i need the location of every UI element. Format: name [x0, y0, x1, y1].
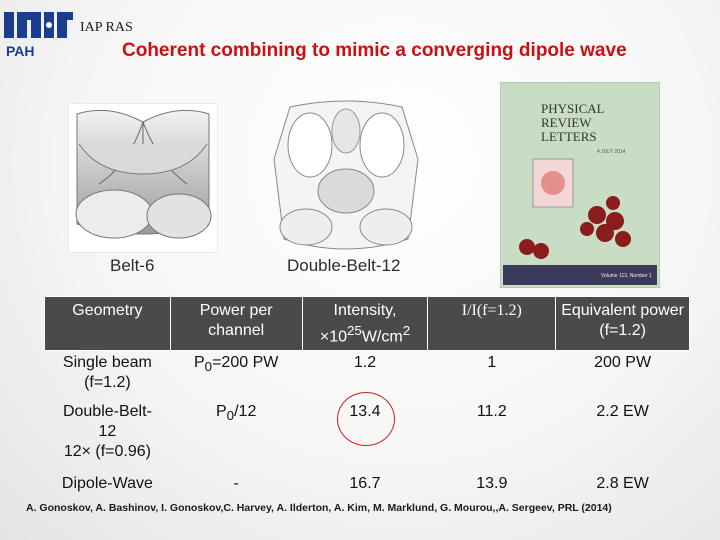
table-row: Single beam (f=1.2) P0=200 PW 1.2 1 200 …: [45, 351, 690, 400]
cell-geometry-line2: (f=1.2): [84, 374, 131, 391]
journal-cover-image: PHYSICAL REVIEW LETTERS 4 JULY 2014 Volu…: [500, 82, 660, 288]
cell-geometry-line1: Double-Belt-: [62, 402, 152, 420]
cell-intensity: 16.7: [349, 474, 381, 492]
journal-date: 4 JULY 2014: [597, 149, 626, 155]
cell-intensity: 13.4: [302, 391, 428, 472]
header-intensity-label: Intensity,: [333, 302, 397, 319]
cell-geometry: Double-Belt- 12 12× (f=0.96): [45, 400, 171, 472]
cell-geometry-line1: Single beam: [62, 354, 152, 371]
cell-geometry: Dipole-Wave: [61, 474, 153, 492]
cell-ratio: 13.9: [476, 474, 508, 492]
header-ratio: I/I(f=1.2): [427, 296, 557, 351]
results-table: Geometry Power per channel Intensity, ×1…: [44, 296, 690, 500]
table-header-row: Geometry Power per channel Intensity, ×1…: [44, 296, 690, 351]
cell-ratio: 1: [487, 354, 497, 371]
cell-geometry: Single beam (f=1.2): [45, 351, 171, 400]
cell-power: -: [233, 474, 239, 492]
cell-equivalent-power: 2.2 EW: [596, 402, 649, 420]
cell-equivalent-power: 200 PW: [594, 354, 652, 371]
reference-citation: A. Gonoskov, A. Bashinov, I. Gonoskov,C.…: [26, 502, 612, 514]
highlight-circle: 13.4: [337, 391, 396, 446]
cell-geometry-line2: 12: [98, 422, 117, 440]
cell-intensity: 1.2: [353, 354, 377, 371]
header-intensity-unit-pre: ×10: [319, 328, 347, 346]
table-row: Dipole-Wave - 16.7 13.9 2.8 EW: [45, 472, 690, 500]
cell-equivalent-power: 2.8 EW: [596, 474, 649, 492]
cell-power: P0/12: [170, 400, 302, 472]
header-geometry: Geometry: [44, 296, 171, 351]
header-power: Power per channel: [169, 296, 303, 351]
cell-power-value: =200 PW: [212, 354, 279, 371]
cell-power: P0=200 PW: [170, 351, 302, 400]
belt6-caption: Belt-6: [110, 256, 155, 275]
cell-power-sub: 0: [204, 359, 213, 375]
header-intensity: Intensity, ×1025W/cm2: [301, 296, 429, 351]
journal-name-line1: PHYSICAL: [541, 101, 605, 116]
slide-title: Coherent combining to mimic a converging…: [122, 40, 627, 61]
table-row: Double-Belt- 12 12× (f=0.96) P0/12 13.4 …: [45, 391, 690, 472]
cell-power-sub: 0: [226, 407, 235, 423]
cell-power-symbol: P: [216, 402, 227, 420]
cell-ratio: 11.2: [476, 402, 507, 420]
belt6-figure: [68, 103, 218, 253]
header-intensity-unit-exp: 2: [402, 323, 411, 338]
header-intensity-exp: 25: [346, 323, 362, 338]
journal-footer: Volume 113, Number 1: [601, 273, 652, 279]
double-belt12-caption: Double-Belt-12: [287, 256, 401, 275]
cell-power-value: /12: [234, 402, 257, 420]
journal-name-line2: REVIEW: [541, 115, 592, 130]
journal-name-line3: LETTERS: [541, 129, 597, 144]
iap-ras-logo: PAH: [2, 8, 74, 60]
cell-power-symbol: P: [193, 354, 205, 371]
header-intensity-unit-mid: W/cm: [361, 328, 403, 346]
cell-geometry-line3: 12× (f=0.96): [63, 442, 151, 460]
header-equivalent-power: Equivalent power (f=1.2): [555, 296, 690, 351]
logo-text: PAH: [6, 43, 35, 59]
double-belt12-figure: [270, 99, 422, 257]
organization-name: IAP RAS: [80, 20, 133, 35]
